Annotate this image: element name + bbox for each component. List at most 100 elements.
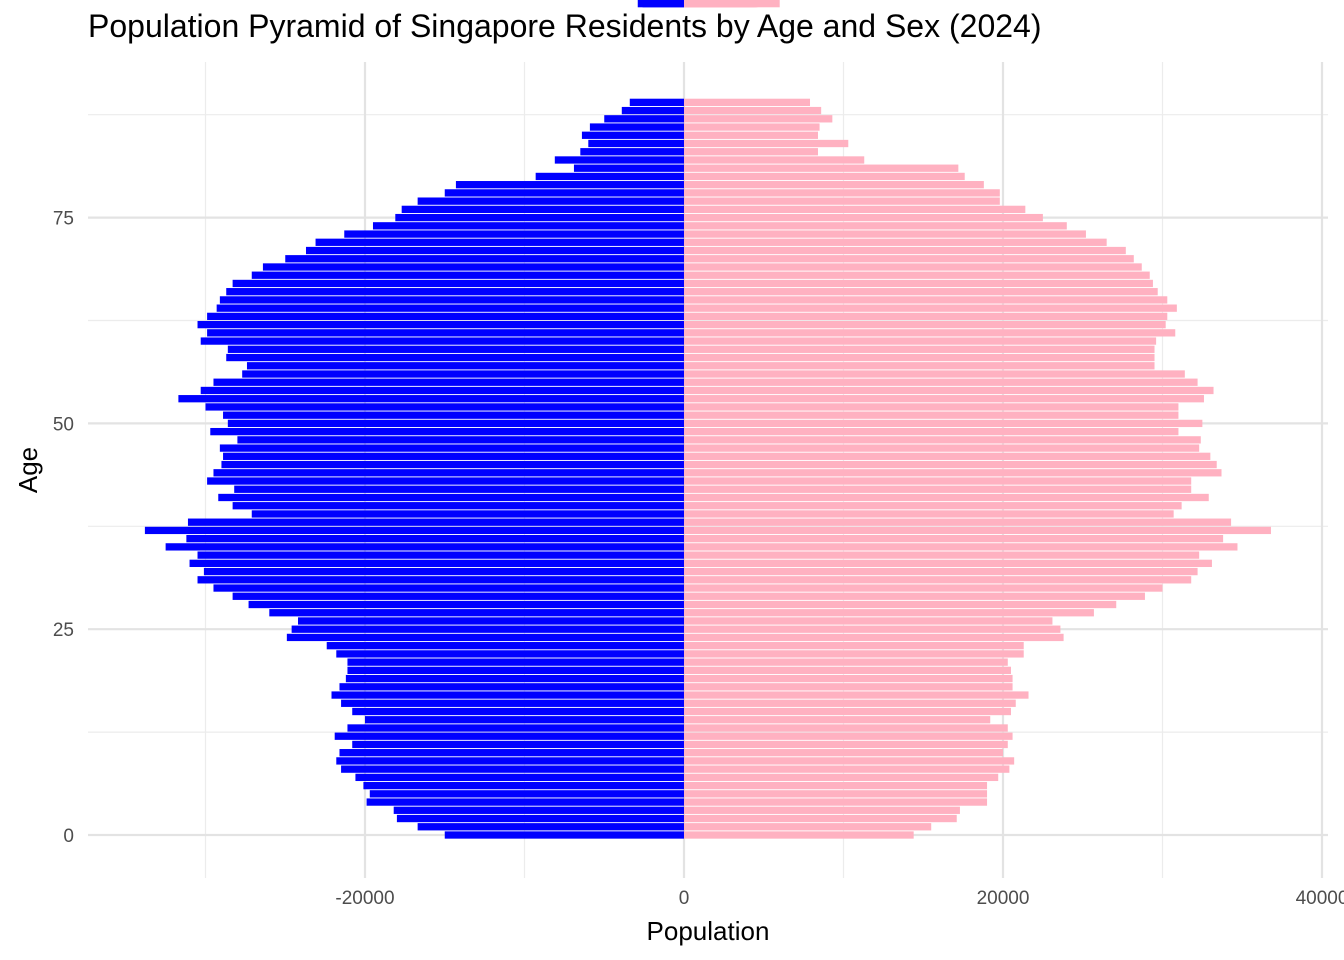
bar-series-2-age-78: [684, 189, 1000, 197]
bar-series-2-age-50: [684, 419, 1203, 428]
bar-series-2-age-75: [684, 213, 1043, 222]
bar-series-2-age-38: [684, 518, 1232, 526]
bar-series-2-age-15: [684, 707, 1011, 716]
bar-series-2-age-28: [684, 600, 1117, 609]
bar-series-1-age-52: [205, 403, 684, 411]
bar-series-1-age-22: [336, 650, 684, 658]
bar-series-1-age-5: [369, 790, 684, 798]
bar-series-1-age-69: [262, 263, 684, 271]
bar-series-2-age-31: [684, 576, 1192, 584]
bar-series-1-age-6: [363, 781, 684, 790]
bar-series-1-age-26: [298, 617, 684, 625]
bar-series-1-age-11: [352, 740, 684, 749]
bar-series-1-age-9: [336, 757, 684, 765]
bar-series-2-age-2: [684, 814, 957, 823]
bar-series-1-age-28: [248, 600, 684, 609]
bar-series-2-age-73: [684, 230, 1086, 238]
bar-series-2-age-65: [684, 296, 1168, 304]
bar-series-1-age-86: [589, 123, 684, 131]
bar-series-2-age-46: [684, 452, 1211, 460]
bar-series-1-age-55: [213, 378, 684, 386]
bar-series-1-age-77: [417, 197, 684, 205]
bar-series-2-age-58: [684, 353, 1155, 362]
bar-series-1-age-8: [341, 765, 684, 773]
y-tick-label: 25: [53, 620, 74, 641]
bar-series-2-age-undefined: [684, 0, 758, 8]
bar-series-2-age-79: [684, 181, 984, 189]
bar-series-1-age-73: [344, 230, 684, 238]
x-axis-title: Population: [647, 916, 770, 946]
bar-series-1-age-7: [355, 773, 684, 782]
bar-series-2-age-51: [684, 411, 1179, 419]
bar-series-2-age-4: [684, 798, 988, 806]
bar-series-2-age-81: [684, 164, 959, 172]
bar-series-1-age-16: [341, 699, 684, 707]
bar-series-1-age-72: [315, 238, 684, 246]
bar-series-1-age-31: [197, 576, 684, 584]
bar-series-1-age-75: [395, 213, 684, 222]
bar-series-1-age-0: [444, 831, 684, 839]
bar-series-1-age-56: [242, 370, 684, 378]
bar-series-2-age-42: [684, 485, 1192, 493]
bar-series-2-age-21: [684, 658, 1008, 666]
bar-series-2-age-55: [684, 378, 1198, 386]
bar-series-2-age-67: [684, 279, 1153, 288]
y-tick-label: 50: [53, 414, 74, 435]
bar-series-1-age-47: [219, 444, 685, 452]
bar-series-1-age-30: [213, 584, 684, 592]
bar-series-2-age-41: [684, 493, 1209, 502]
bar-series-2-age-70: [684, 255, 1134, 263]
bar-series-2-age-18: [684, 683, 1013, 691]
bar-series-1-age-68: [251, 271, 684, 279]
bar-series-1-age-42: [234, 485, 684, 493]
bars: [144, 0, 1271, 839]
bar-series-1-age-41: [218, 493, 684, 502]
bar-series-1-age-74: [372, 222, 684, 230]
bar-series-2-age-64: [684, 304, 1177, 312]
bar-series-2-age-33: [684, 559, 1212, 567]
bar-series-2-age-11: [684, 740, 1008, 749]
bar-series-1-age-17: [331, 691, 684, 699]
bar-series-1-age-64: [216, 304, 685, 312]
bar-series-2-age-72: [684, 238, 1107, 246]
bar-series-1-age-71: [305, 246, 684, 255]
bar-series-1-age-10: [339, 749, 684, 757]
bar-series-1-age-29: [232, 592, 685, 600]
bar-series-2-age-0: [684, 831, 914, 839]
bar-series-2-age-57: [684, 362, 1155, 370]
y-tick-label: 0: [63, 826, 74, 847]
bar-series-1-age-34: [197, 551, 684, 559]
bar-series-1-age-24: [286, 633, 684, 642]
bar-series-1-age-45: [221, 460, 684, 469]
bar-series-2-age-80: [684, 172, 965, 181]
bar-series-2-age-45: [684, 460, 1217, 469]
bar-series-1-age-81: [573, 164, 684, 172]
bar-series-1-age-12: [334, 732, 684, 740]
bar-series-1-age-63: [207, 312, 684, 321]
bar-series-2-age-71: [684, 246, 1126, 255]
bar-series-2-age-36: [684, 534, 1224, 543]
bar-series-1-age-76: [401, 205, 684, 214]
bar-series-1-age-66: [226, 288, 685, 296]
bar-series-1-age-19: [345, 674, 684, 683]
bar-series-2-age-16: [684, 699, 1016, 707]
bar-series-1-age-84: [588, 139, 684, 148]
bar-series-1-age-87: [604, 115, 684, 123]
bar-series-2-age-24: [684, 633, 1064, 642]
bar-series-2-age-27: [684, 609, 1094, 617]
bar-series-2-age-13: [684, 724, 1008, 732]
bar-series-1-age-59: [227, 345, 684, 353]
bar-series-2-age-48: [684, 436, 1201, 444]
bar-series-2-age-22: [684, 650, 1024, 658]
bar-series-1-age-15: [352, 707, 684, 716]
bar-series-1-age-57: [246, 362, 684, 370]
y-tick-label: 75: [53, 209, 74, 230]
bar-series-2-age-9: [684, 757, 1015, 765]
bar-series-1-age-23: [326, 642, 684, 650]
x-tick-label: 20000: [977, 888, 1030, 909]
bar-series-2-age-37: [684, 526, 1271, 535]
bar-series-1-age-48: [237, 436, 684, 444]
bar-series-1-age-50: [227, 419, 684, 428]
bar-series-2-age-61: [684, 329, 1176, 337]
bar-series-1-age-32: [203, 567, 684, 576]
